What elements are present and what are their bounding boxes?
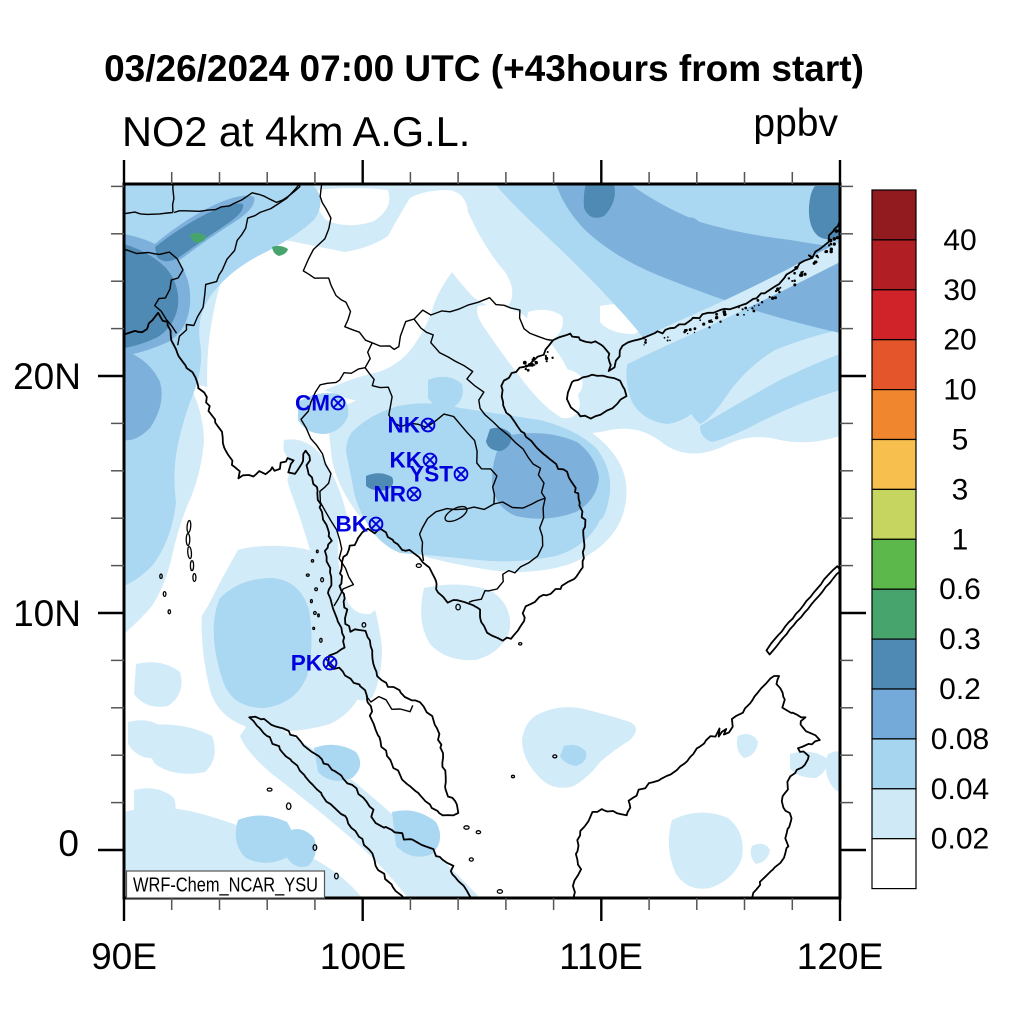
svg-text:CM: CM — [295, 391, 330, 416]
svg-text:20N: 20N — [13, 356, 81, 397]
svg-text:ppbv: ppbv — [753, 102, 838, 145]
svg-text:BK: BK — [336, 512, 369, 537]
svg-text:0.6: 0.6 — [939, 573, 981, 606]
svg-text:YST: YST — [409, 462, 453, 487]
svg-text:0.2: 0.2 — [939, 673, 981, 706]
svg-text:10N: 10N — [13, 593, 81, 634]
svg-text:20: 20 — [943, 324, 976, 357]
svg-text:110E: 110E — [559, 936, 643, 977]
svg-text:1: 1 — [952, 523, 969, 556]
svg-text:WRF-Chem_NCAR_YSU: WRF-Chem_NCAR_YSU — [133, 874, 318, 897]
svg-text:120E: 120E — [797, 936, 883, 977]
svg-text:3: 3 — [952, 473, 969, 506]
svg-text:NK: NK — [388, 413, 421, 438]
svg-text:03/26/2024 07:00 UTC (+43hours: 03/26/2024 07:00 UTC (+43hours from star… — [104, 48, 864, 89]
svg-text:0.02: 0.02 — [931, 823, 989, 856]
svg-text:KK: KK — [390, 448, 423, 473]
svg-text:0.3: 0.3 — [939, 623, 981, 656]
svg-text:0.04: 0.04 — [931, 773, 989, 806]
svg-text:100E: 100E — [320, 936, 406, 977]
svg-text:NR: NR — [374, 482, 407, 507]
svg-text:30: 30 — [943, 274, 976, 307]
svg-text:PK: PK — [291, 651, 323, 676]
svg-text:90E: 90E — [91, 936, 157, 977]
svg-text:0.08: 0.08 — [931, 723, 989, 756]
svg-text:40: 40 — [943, 224, 976, 257]
svg-text:10: 10 — [943, 374, 976, 407]
svg-text:5: 5 — [952, 424, 969, 457]
svg-text:NO2 at 4km A.G.L.: NO2 at 4km A.G.L. — [122, 108, 470, 155]
svg-text:0: 0 — [58, 823, 79, 864]
